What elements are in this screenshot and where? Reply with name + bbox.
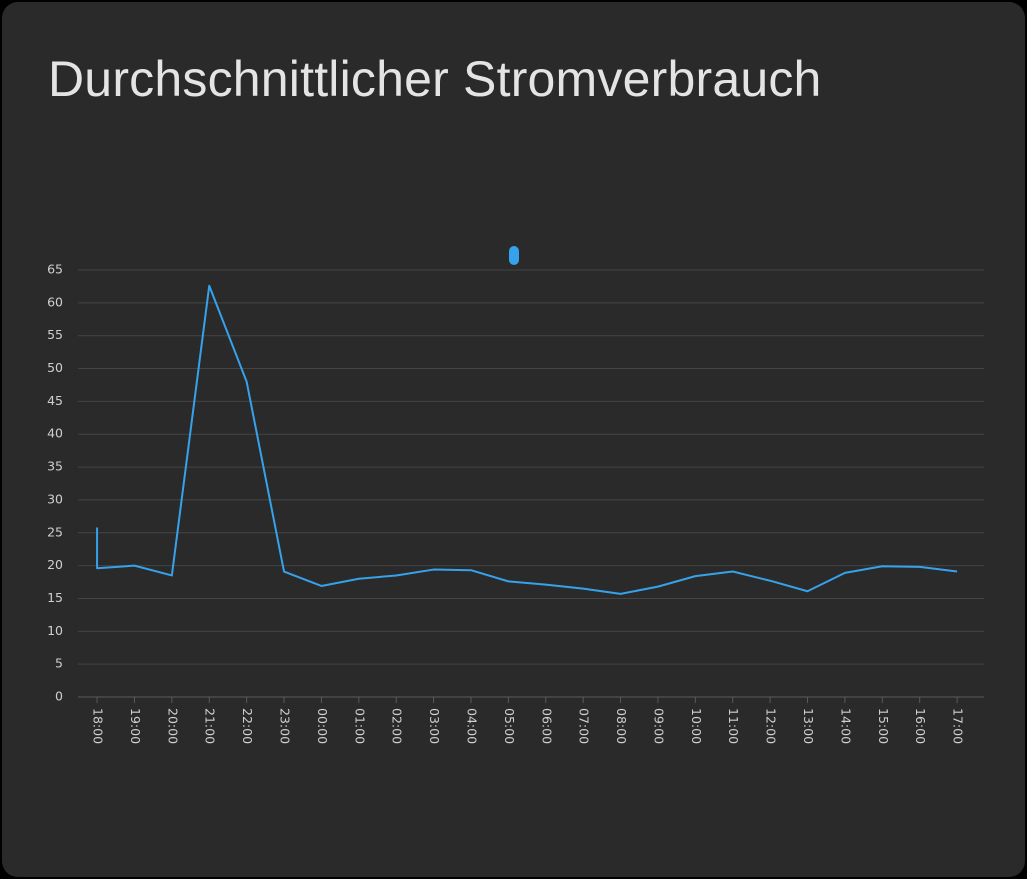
x-tick-label: 05:00 <box>502 708 517 744</box>
x-tick-label: 11:00 <box>726 708 741 744</box>
x-tick-label: 09:00 <box>651 708 666 744</box>
legend-marker <box>509 246 519 265</box>
y-tick-label: 50 <box>47 360 63 375</box>
y-tick-label: 5 <box>55 656 63 671</box>
x-tick-label: 00:00 <box>315 708 330 744</box>
x-tick-label: 04:00 <box>464 708 479 744</box>
x-tick-label: 06:00 <box>539 708 554 744</box>
y-tick-label: 40 <box>47 426 63 441</box>
y-tick-label: 35 <box>47 459 63 474</box>
x-tick-label: 18:00 <box>91 708 106 744</box>
x-tick-label: 16:00 <box>913 708 928 744</box>
x-tick-label: 01:00 <box>352 708 367 744</box>
x-tick-label: 15:00 <box>876 708 891 744</box>
y-tick-label: 20 <box>47 557 63 572</box>
x-tick-label: 13:00 <box>801 708 816 744</box>
x-tick-label: 02:00 <box>390 708 405 744</box>
x-tick-label: 19:00 <box>128 708 143 744</box>
y-tick-label: 30 <box>47 491 63 506</box>
x-tick-label: 21:00 <box>203 708 218 744</box>
y-tick-label: 25 <box>47 524 63 539</box>
y-tick-label: 10 <box>47 623 63 638</box>
x-tick-label: 03:00 <box>427 708 442 744</box>
chart-title: Durchschnittlicher Stromverbrauch <box>48 51 822 107</box>
line-series <box>96 284 958 595</box>
y-tick-label: 60 <box>47 294 63 309</box>
x-tick-label: 08:00 <box>614 708 629 744</box>
x-tick-label: 07:00 <box>577 708 592 744</box>
x-tick-label: 10:00 <box>689 708 704 744</box>
x-tick-label: 23:00 <box>278 708 293 744</box>
y-tick-label: 0 <box>55 689 63 704</box>
y-tick-label: 45 <box>47 393 63 408</box>
x-tick-label: 14:00 <box>838 708 853 744</box>
y-tick-label: 55 <box>47 327 63 342</box>
x-tick-label: 12:00 <box>764 708 779 744</box>
x-tick-label: 22:00 <box>240 708 255 744</box>
x-tick-label: 17:00 <box>951 708 966 744</box>
x-tick-label: 20:00 <box>165 708 180 744</box>
y-tick-label: 65 <box>47 262 63 277</box>
y-tick-label: 15 <box>47 590 63 605</box>
